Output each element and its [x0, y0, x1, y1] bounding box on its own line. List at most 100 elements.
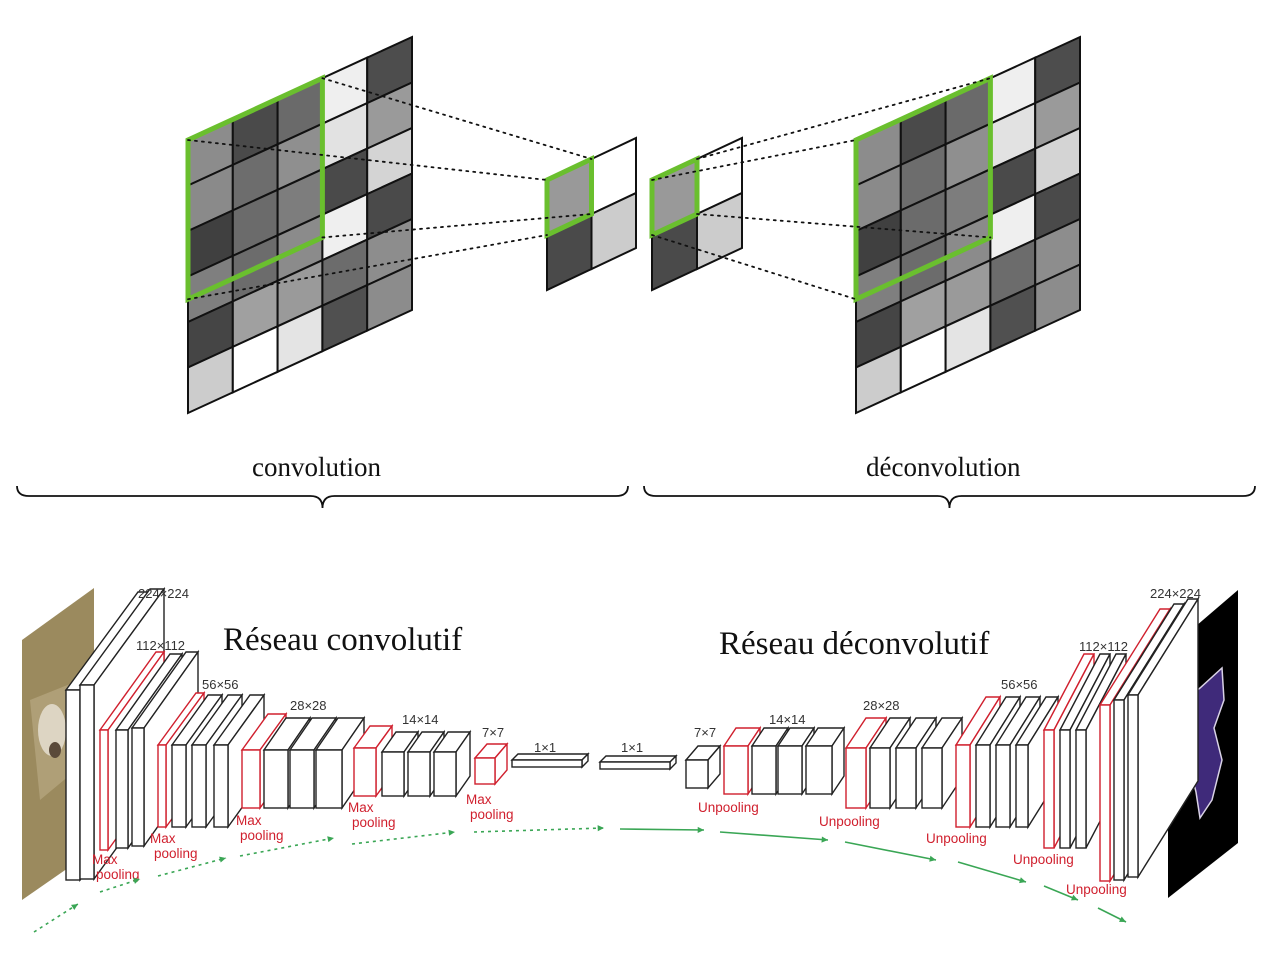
deconv-projection-line [651, 234, 857, 301]
dimension-label: 28×28 [863, 698, 900, 713]
conv-projection-line [187, 234, 548, 301]
convolution-brace [16, 485, 629, 509]
conv-network-label: Réseau convolutif [223, 622, 463, 658]
deconv-layer-front [1113, 699, 1125, 881]
flow-arrow-dashed [473, 825, 605, 833]
deconv-layer-front [777, 745, 803, 795]
unpooling-label: Unpooling [1013, 852, 1074, 867]
flow-arrow-dashed-head [71, 904, 78, 910]
deconv-layer-front [599, 761, 671, 770]
max-pooling-label: Max [466, 792, 492, 807]
conv-layer-front [131, 727, 145, 847]
pooling-layer [473, 742, 509, 786]
deconv-input-grid [651, 136, 743, 292]
deconv-layer-top [598, 755, 678, 763]
flow-arrow-solid [1043, 885, 1079, 901]
flow-arrow-solid-head [1119, 916, 1126, 922]
flow-arrow-solid-head [929, 855, 936, 862]
conv-output-grid-cell [590, 191, 637, 271]
deconv-layer-front [1075, 729, 1087, 849]
deconv-layer-front [1127, 694, 1139, 878]
pooling-layer-front [474, 757, 496, 785]
dimension-label: 56×56 [202, 677, 239, 692]
conv-layer-front [115, 729, 129, 849]
flow-arrow-solid-head [1071, 894, 1078, 901]
conv-output-grid [546, 136, 637, 292]
flow-arrow-dashed-head [327, 836, 334, 843]
deconv-layer-front [895, 747, 917, 809]
deconv-layer [684, 744, 722, 790]
conv-projection-line [321, 213, 593, 239]
flow-arrow-solid-shaft [619, 828, 705, 831]
conv-layer [314, 715, 366, 811]
dimension-label: 1×1 [534, 740, 556, 755]
deconv-projection-line [696, 213, 992, 239]
conv-input-grid-cell [366, 262, 413, 333]
deconvolution-brace [643, 485, 1256, 509]
dimension-label: 14×14 [769, 712, 806, 727]
unpooling-label: Unpooling [819, 814, 880, 829]
conv-layer-front [407, 751, 431, 797]
unpooling-layer-front [955, 744, 971, 828]
deconv-layer-front [1015, 744, 1029, 828]
conv-layer-front [65, 689, 81, 881]
conv-layer-front [263, 749, 289, 809]
dimension-label: 7×7 [482, 725, 504, 740]
conv-layer-front [171, 744, 187, 828]
unpooling-layer-front [1099, 704, 1111, 882]
max-pooling-label: pooling [352, 815, 396, 830]
unpooling-layer-front [845, 747, 867, 809]
flow-arrow-dashed-head [219, 856, 226, 863]
flow-arrow-dashed-shaft [239, 837, 335, 857]
dimension-label: 112×112 [136, 638, 185, 653]
flow-arrow-dashed-shaft [99, 878, 141, 893]
flow-arrow-dashed [33, 903, 79, 933]
flow-arrow-dashed-shaft [157, 857, 227, 877]
dimension-label: 56×56 [1001, 677, 1038, 692]
input-image-dog-spot [49, 742, 61, 758]
deconv-projection-line [651, 139, 857, 181]
flow-arrow-dashed [351, 829, 456, 845]
conv-layer-front [433, 751, 457, 797]
max-pooling-label: pooling [96, 867, 140, 882]
max-pooling-label: pooling [240, 828, 284, 843]
input-image-dog-body [38, 704, 66, 756]
conv-output-highlight [544, 155, 594, 239]
conv-layer-front [79, 684, 95, 880]
flow-arrow-dashed [239, 836, 335, 857]
deconv-input-grid-cell [696, 191, 743, 271]
max-pooling-label: Max [92, 852, 118, 867]
convolution-label: convolution [252, 452, 381, 482]
dimension-label: 224×224 [138, 586, 189, 601]
pooling-layer-front [157, 744, 167, 828]
unpooling-label: Unpooling [926, 831, 987, 846]
flow-arrow-dashed-shaft [473, 827, 605, 833]
deconv-layer-front [975, 744, 991, 828]
pooling-layer-front [353, 747, 377, 797]
pooling-layer-front [99, 729, 109, 851]
flow-arrow-dashed-head [133, 878, 140, 884]
deconv-network-label: Réseau déconvolutif [719, 626, 990, 662]
flow-arrow-solid [719, 831, 829, 843]
flow-arrow-dashed [157, 856, 227, 877]
conv-layer [432, 729, 472, 799]
conv-layer-front [213, 744, 229, 828]
deconv-layer-front [1059, 729, 1071, 849]
unpooling-label: Unpooling [698, 800, 759, 815]
flow-arrow-solid-shaft [957, 861, 1027, 883]
deconv-layer-front [685, 759, 709, 789]
deconv-layer-front [805, 745, 833, 795]
conv-input-grid [187, 35, 413, 415]
flow-arrow-solid [619, 826, 705, 833]
flow-arrow-solid-head [1019, 877, 1026, 884]
conv-projection-line [321, 77, 593, 160]
flow-arrow-dashed [99, 878, 141, 893]
conv-layer-front [315, 749, 343, 809]
dimension-label: 224×224 [1150, 586, 1201, 601]
conv-projection-line [187, 139, 548, 181]
deconv-layer-front [995, 744, 1011, 828]
max-pooling-label: pooling [154, 846, 198, 861]
deconv-output-grid-cell [1034, 262, 1081, 333]
